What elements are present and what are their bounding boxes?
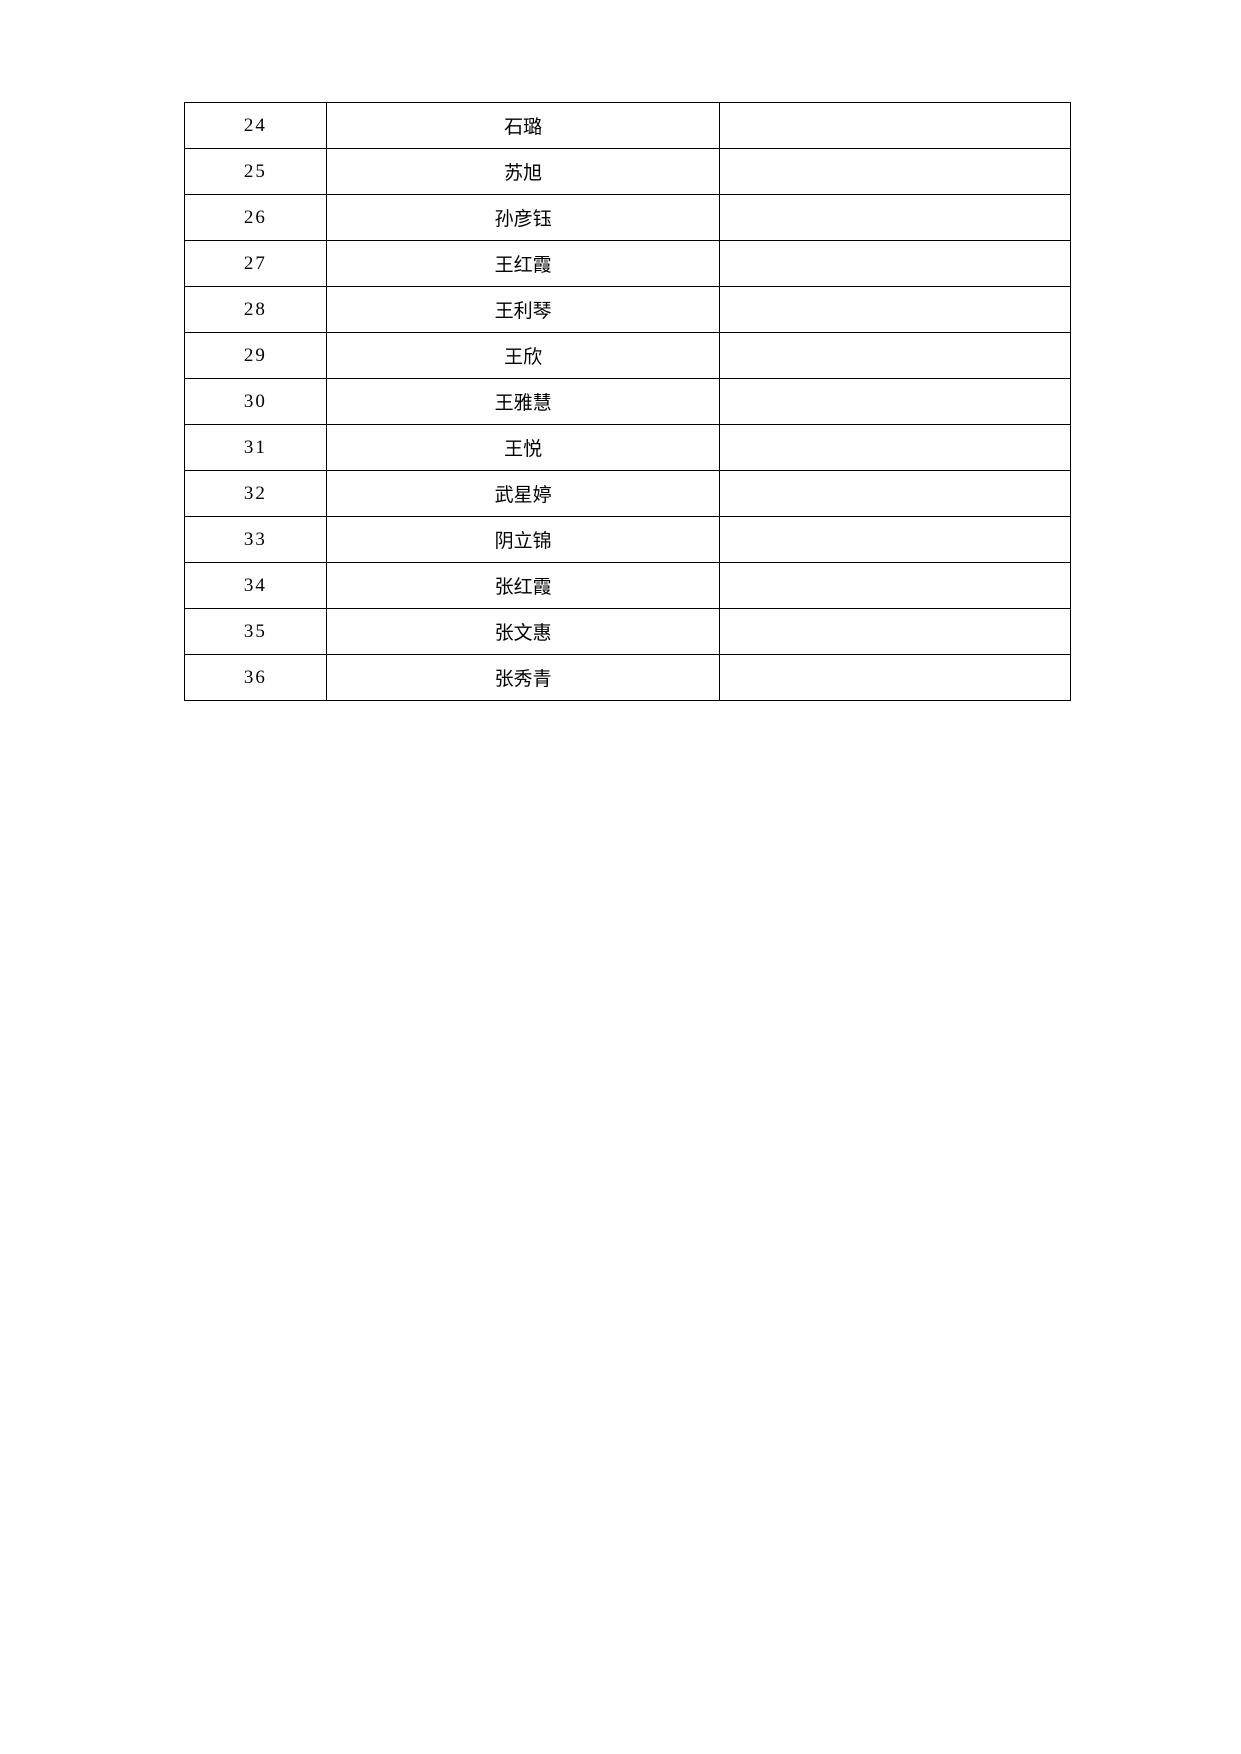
cell-index: 24 (185, 103, 327, 149)
cell-note (720, 287, 1071, 333)
table-row: 24 石璐 (185, 103, 1071, 149)
page-container: 24 石璐 25 苏旭 26 孙彦钰 27 王红霞 28 王利琴 (0, 0, 1241, 701)
cell-index: 31 (185, 425, 327, 471)
cell-index: 35 (185, 609, 327, 655)
cell-note (720, 471, 1071, 517)
cell-note (720, 379, 1071, 425)
cell-note (720, 149, 1071, 195)
cell-name: 张红霞 (326, 563, 720, 609)
table-row: 35 张文惠 (185, 609, 1071, 655)
cell-name: 阴立锦 (326, 517, 720, 563)
cell-name: 王悦 (326, 425, 720, 471)
table-row: 29 王欣 (185, 333, 1071, 379)
cell-note (720, 425, 1071, 471)
cell-name: 王利琴 (326, 287, 720, 333)
table-row: 25 苏旭 (185, 149, 1071, 195)
cell-name: 王雅慧 (326, 379, 720, 425)
table-row: 28 王利琴 (185, 287, 1071, 333)
cell-index: 29 (185, 333, 327, 379)
cell-name: 石璐 (326, 103, 720, 149)
table-row: 33 阴立锦 (185, 517, 1071, 563)
cell-index: 30 (185, 379, 327, 425)
cell-index: 26 (185, 195, 327, 241)
table-row: 30 王雅慧 (185, 379, 1071, 425)
cell-name: 张文惠 (326, 609, 720, 655)
cell-note (720, 655, 1071, 701)
table-row: 34 张红霞 (185, 563, 1071, 609)
table-row: 26 孙彦钰 (185, 195, 1071, 241)
cell-note (720, 103, 1071, 149)
cell-note (720, 333, 1071, 379)
cell-note (720, 241, 1071, 287)
name-list-table: 24 石璐 25 苏旭 26 孙彦钰 27 王红霞 28 王利琴 (184, 102, 1071, 701)
table-body: 24 石璐 25 苏旭 26 孙彦钰 27 王红霞 28 王利琴 (185, 103, 1071, 701)
cell-name: 武星婷 (326, 471, 720, 517)
table-row: 32 武星婷 (185, 471, 1071, 517)
cell-index: 34 (185, 563, 327, 609)
cell-note (720, 609, 1071, 655)
cell-note (720, 195, 1071, 241)
cell-index: 32 (185, 471, 327, 517)
cell-name: 张秀青 (326, 655, 720, 701)
cell-name: 王红霞 (326, 241, 720, 287)
cell-index: 36 (185, 655, 327, 701)
cell-index: 33 (185, 517, 327, 563)
cell-note (720, 517, 1071, 563)
cell-index: 27 (185, 241, 327, 287)
cell-index: 28 (185, 287, 327, 333)
table-row: 36 张秀青 (185, 655, 1071, 701)
table-row: 27 王红霞 (185, 241, 1071, 287)
cell-name: 孙彦钰 (326, 195, 720, 241)
cell-index: 25 (185, 149, 327, 195)
table-row: 31 王悦 (185, 425, 1071, 471)
cell-name: 王欣 (326, 333, 720, 379)
cell-note (720, 563, 1071, 609)
cell-name: 苏旭 (326, 149, 720, 195)
